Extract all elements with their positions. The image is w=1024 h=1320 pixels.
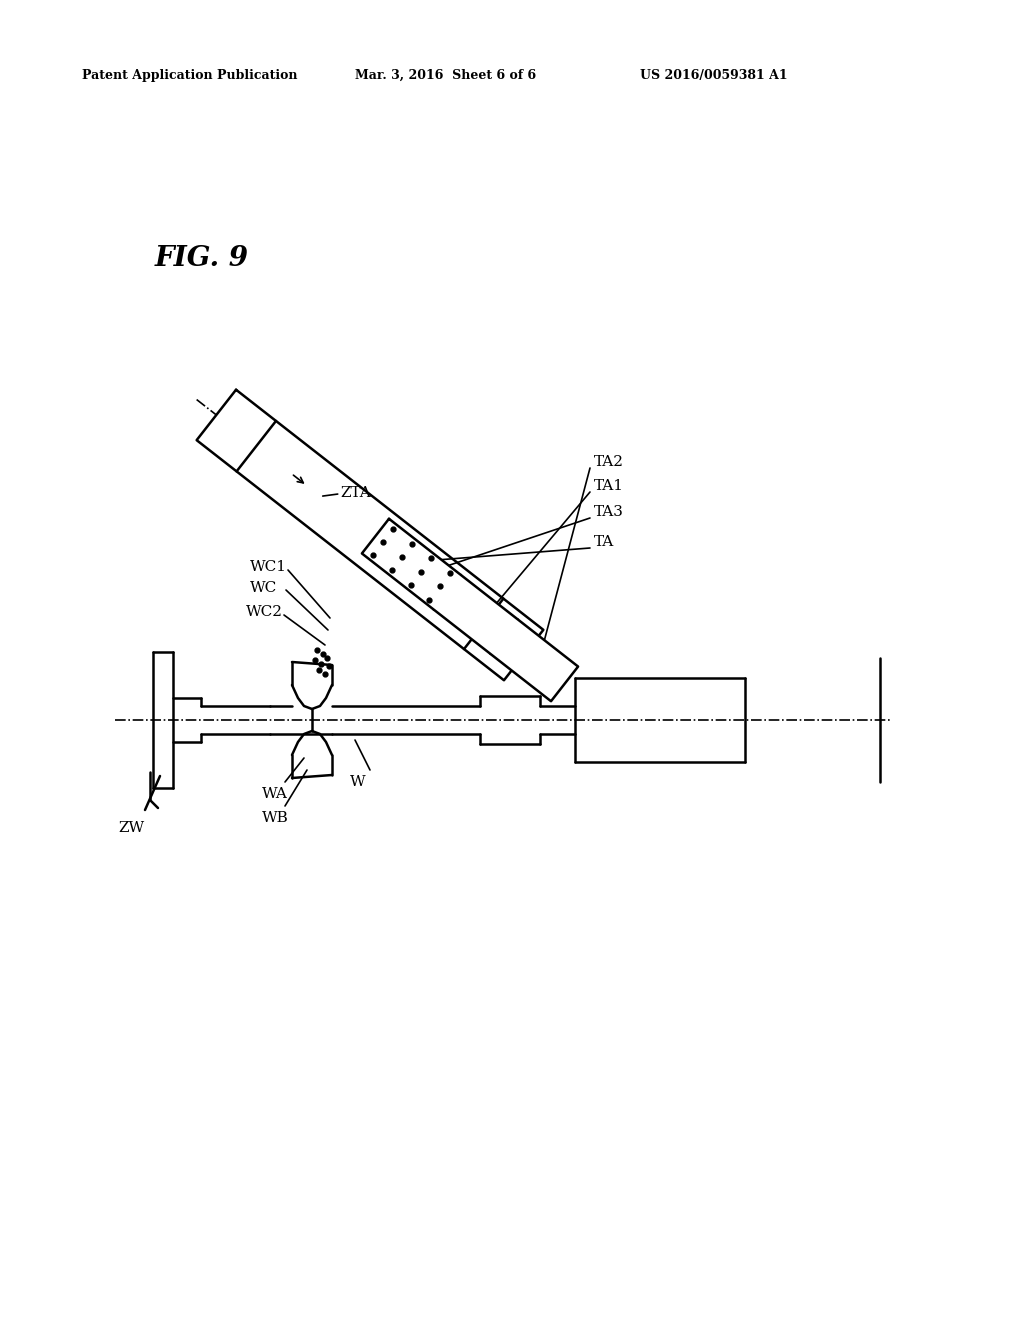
Text: TA2: TA2 — [594, 455, 624, 469]
Text: US 2016/0059381 A1: US 2016/0059381 A1 — [640, 69, 787, 82]
Text: ZTA: ZTA — [341, 486, 372, 500]
Text: TA1: TA1 — [594, 479, 624, 492]
Polygon shape — [197, 389, 544, 680]
Text: Mar. 3, 2016  Sheet 6 of 6: Mar. 3, 2016 Sheet 6 of 6 — [355, 69, 537, 82]
Text: ZW: ZW — [118, 821, 144, 836]
Text: W: W — [350, 775, 366, 789]
Text: TA: TA — [594, 535, 614, 549]
Text: TA3: TA3 — [594, 506, 624, 519]
Text: WA: WA — [262, 787, 288, 801]
Text: Patent Application Publication: Patent Application Publication — [82, 69, 298, 82]
Text: WC2: WC2 — [246, 605, 283, 619]
Text: WC1: WC1 — [250, 560, 287, 574]
Text: WB: WB — [262, 810, 289, 825]
Text: WC: WC — [250, 581, 278, 595]
Text: FIG. 9: FIG. 9 — [155, 244, 249, 272]
Polygon shape — [361, 519, 579, 701]
